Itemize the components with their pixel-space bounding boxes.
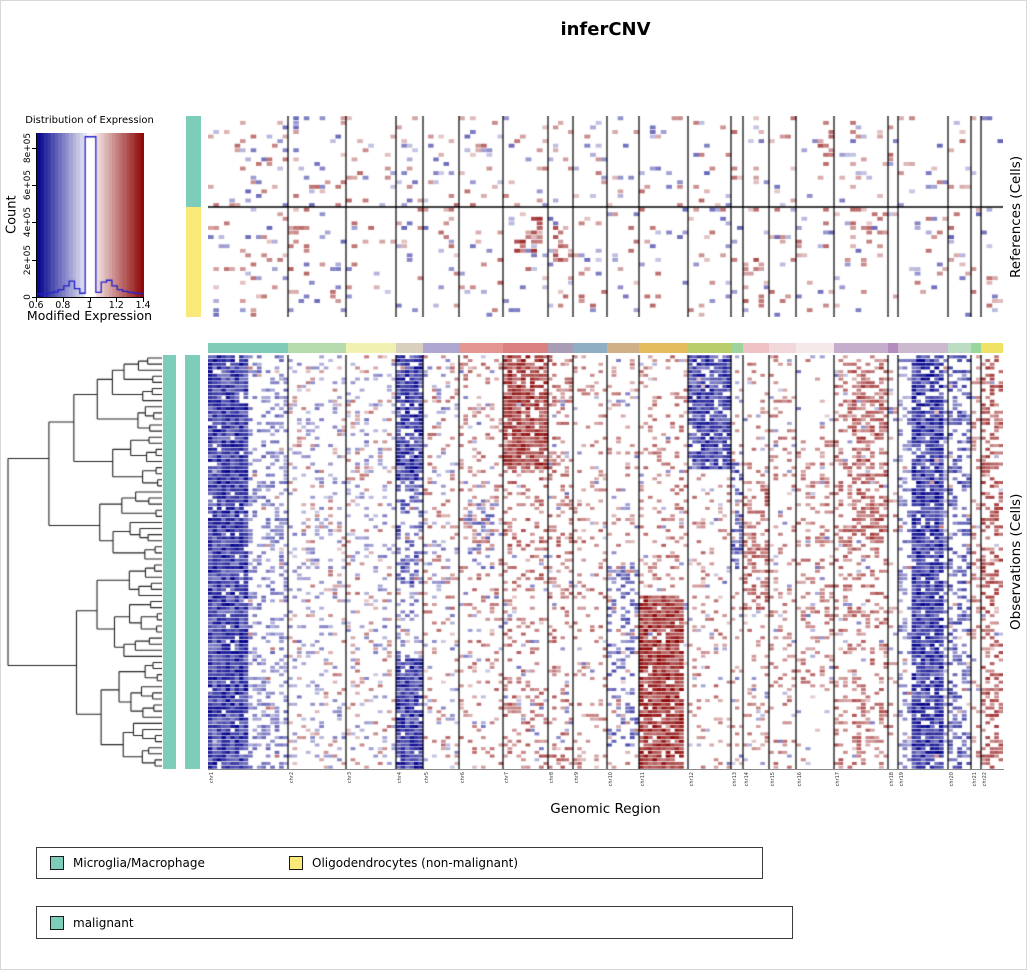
chr-axis-label: chr18 [889, 772, 895, 787]
dist-y-tick-mark [32, 147, 36, 149]
dist-x-tick-label: 1.2 [108, 300, 124, 311]
chromosome-band-chr3 [346, 343, 396, 353]
chr-axis-label: chr3 [347, 772, 353, 784]
oligodendrocytes-color-swatch [289, 856, 303, 870]
genomic-axis-line [208, 769, 1004, 770]
chromosome-band-chr22 [981, 343, 1003, 353]
chr-axis-label: chr9 [574, 772, 580, 784]
dist-y-tick-label: 0 [23, 294, 33, 300]
legend-item-malignant: malignant [50, 915, 134, 930]
observation-annotation-legend-box: malignant [36, 906, 793, 939]
chromosome-band-chr7 [503, 343, 548, 353]
observations-axis-label: Observations (Cells) [1008, 493, 1024, 631]
legend-item-label: Microglia/Macrophage [73, 856, 205, 870]
chr-axis-label: chr10 [608, 772, 614, 787]
chromosome-band-chr12 [688, 343, 731, 353]
legend-item-microglia: Microglia/Macrophage [50, 856, 205, 870]
dist-y-tick-label: 6e+05 [23, 170, 33, 201]
distribution-plot [36, 133, 144, 298]
chr-axis-label: chr14 [744, 772, 750, 787]
dist-x-tick-mark [62, 298, 64, 302]
dist-x-tick-label: 1 [86, 300, 93, 311]
dist-x-tick-mark [116, 298, 118, 302]
chromosome-band-chr13 [731, 343, 743, 353]
dist-y-tick-label: 4e+05 [23, 207, 33, 238]
page-title: inferCNV [560, 19, 651, 40]
chromosome-band-chr2 [288, 343, 346, 353]
legend-item-label: Oligodendrocytes (non-malignant) [312, 856, 519, 870]
chromosome-band-chr6 [459, 343, 503, 353]
legend-item-oligodendrocytes: Oligodendrocytes (non-malignant) [289, 856, 518, 870]
chr-axis-label: chr11 [640, 772, 646, 787]
chr-axis-label: chr16 [797, 772, 803, 787]
observation-subcluster-sidebar [163, 355, 176, 769]
chromosome-axis-labels: chr1 chr2 chr3 chr4 chr5 chr6 chr7 chr8 chr9 chr1… [208, 772, 1003, 792]
chr-axis-label: chr21 [972, 772, 978, 787]
chromosome-band-chr5 [423, 343, 459, 353]
chromosome-band-chr17 [834, 343, 888, 353]
chr-axis-label: chr7 [504, 772, 510, 784]
chr-axis-label: chr22 [982, 772, 988, 787]
chromosome-band-chr11 [639, 343, 688, 353]
observation-group-sidebar-malignant [185, 355, 200, 769]
chr-axis-label: chr4 [397, 772, 403, 784]
dist-y-tick-mark [32, 185, 36, 187]
reference-group-sidebar-microglia [186, 116, 201, 207]
chr-axis-label: chr15 [770, 772, 776, 787]
chr-axis-label: chr2 [289, 772, 295, 784]
dist-y-tick-label: 2e+05 [23, 244, 33, 275]
chromosome-band-chr4 [396, 343, 423, 353]
distribution-plot-title: Distribution of Expression [25, 115, 154, 126]
references-axis-label: References (Cells) [1008, 155, 1024, 278]
dist-y-tick-mark [32, 259, 36, 261]
chromosome-band-chr9 [573, 343, 607, 353]
malignant-color-swatch [50, 915, 64, 930]
dist-x-tick-label: 0.6 [28, 300, 44, 311]
reference-cells-heatmap [208, 116, 1003, 317]
dist-y-tick-label: 8e+05 [23, 132, 33, 164]
dist-x-tick-mark [36, 298, 37, 302]
chr-axis-label: chr17 [835, 772, 841, 787]
cell-clustering-dendrogram [5, 355, 162, 769]
chr-axis-label: chr8 [549, 772, 555, 784]
dist-x-tick-mark [143, 298, 144, 302]
dist-x-tick-label: 0.8 [55, 300, 71, 311]
chromosome-band-chr19 [898, 343, 948, 353]
chr-axis-label: chr13 [732, 772, 738, 787]
chromosome-band-chr8 [548, 343, 573, 353]
reference-group-sidebar-oligodendrocytes [186, 207, 201, 317]
chromosome-band-chr10 [607, 343, 639, 353]
chr-axis-label: chr12 [689, 772, 695, 787]
chr-axis-label: chr19 [899, 772, 905, 787]
observations-cells-heatmap [208, 355, 1003, 769]
reference-annotation-legend-box: Microglia/Macrophage Oligodendrocytes (n… [36, 847, 763, 879]
chromosome-band-chr18 [888, 343, 898, 353]
chr-axis-label: chr1 [209, 772, 215, 784]
chr-axis-label: chr20 [949, 772, 955, 787]
chromosome-color-bar [208, 343, 1003, 353]
legend-item-label: malignant [73, 915, 134, 930]
dist-y-tick-mark [32, 297, 36, 298]
chromosome-band-chr16 [796, 343, 834, 353]
chromosome-band-chr20 [948, 343, 971, 353]
microglia-color-swatch [50, 856, 64, 870]
distribution-y-axis-label: Count [4, 195, 20, 235]
chromosome-band-chr21 [971, 343, 981, 353]
dist-x-tick-mark [89, 298, 91, 302]
chr-axis-label: chr5 [424, 772, 430, 784]
dist-x-tick-label: 1.4 [135, 300, 151, 311]
dist-y-tick-mark [32, 222, 36, 224]
chromosome-band-chr15 [769, 343, 796, 353]
chromosome-band-chr14 [743, 343, 769, 353]
distribution-gradient-histogram-canvas [37, 133, 144, 297]
genomic-region-axis-label: Genomic Region [550, 801, 661, 817]
chr-axis-label: chr6 [460, 772, 466, 784]
chromosome-band-chr1 [208, 343, 288, 353]
distribution-x-axis-label: Modified Expression [26, 308, 153, 323]
